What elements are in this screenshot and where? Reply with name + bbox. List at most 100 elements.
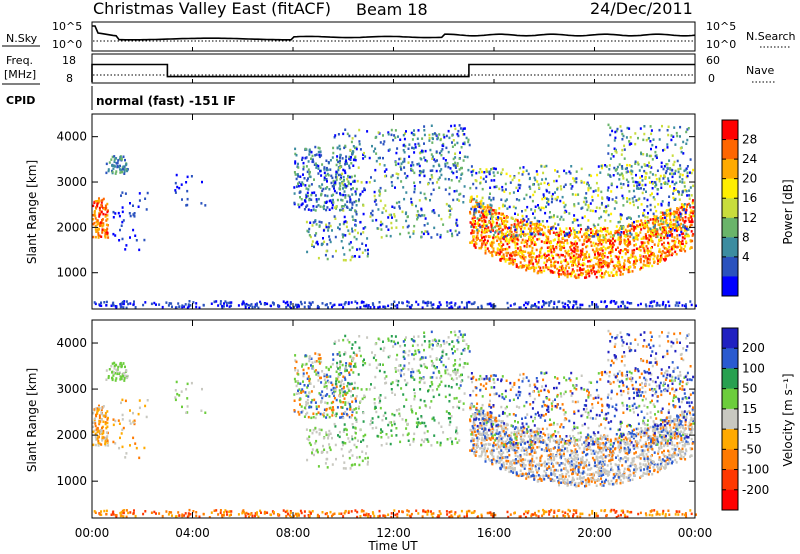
- power-echo-point: [430, 174, 433, 177]
- power-echo-point: [665, 218, 668, 222]
- power-echo-point: [683, 221, 686, 224]
- power-echo-point: [98, 234, 101, 238]
- power-echo-point: [110, 304, 113, 307]
- power-echo-point: [330, 181, 333, 185]
- power-colorbar-band: [722, 237, 738, 258]
- power-echo-point: [617, 259, 620, 262]
- power-echo-point: [448, 216, 451, 219]
- power-echo-point: [119, 157, 122, 161]
- power-echo-point: [682, 223, 685, 227]
- power-echo-point: [637, 220, 640, 223]
- power-echo-point: [101, 231, 104, 234]
- power-echo-point: [342, 209, 345, 212]
- power-echo-point: [359, 306, 362, 309]
- power-echo-point: [666, 163, 669, 166]
- power-echo-point: [679, 147, 682, 150]
- power-echo-point: [94, 224, 97, 228]
- power-echo-point: [635, 256, 638, 260]
- velocity-echo-point: [107, 375, 110, 378]
- nsearch-label: N.Search: [746, 30, 796, 43]
- power-echo-point: [642, 255, 645, 258]
- power-echo-point: [447, 204, 450, 208]
- power-echo-point: [617, 221, 620, 224]
- velocity-echo-point: [314, 401, 317, 404]
- power-echo-point: [598, 248, 601, 251]
- power-echo-point: [581, 263, 584, 267]
- power-echo-point: [646, 264, 649, 267]
- power-echo-point: [557, 253, 560, 257]
- power-echo-point: [481, 219, 484, 223]
- velocity-echo-point: [201, 387, 203, 391]
- power-echo-point: [529, 230, 532, 233]
- power-echo-point: [343, 169, 346, 173]
- power-echo-point: [557, 271, 560, 274]
- power-echo-point: [628, 197, 631, 201]
- power-echo-point: [617, 267, 620, 271]
- power-echo-point: [573, 270, 575, 273]
- velocity-echo-point: [318, 392, 321, 395]
- power-echo-point: [562, 236, 565, 240]
- power-echo-point: [475, 171, 478, 175]
- power-echo-point: [493, 174, 496, 177]
- power-echo-point: [508, 241, 510, 244]
- power-echo-point: [329, 240, 332, 244]
- power-echo-point: [649, 234, 652, 238]
- power-echo-point: [307, 177, 309, 180]
- power-echo-point: [431, 157, 434, 160]
- power-echo-point: [222, 305, 225, 308]
- power-echo-point: [507, 227, 509, 230]
- power-echo-point: [347, 301, 350, 304]
- power-echo-point: [520, 225, 523, 228]
- power-echo-point: [181, 304, 184, 307]
- velocity-echo-point: [368, 388, 371, 391]
- velocity-echo-point: [448, 393, 451, 397]
- power-echo-point: [564, 209, 567, 213]
- power-echo-point: [517, 189, 519, 192]
- power-echo-point: [401, 301, 404, 304]
- power-echo-point: [310, 209, 313, 212]
- power-echo-point: [335, 205, 338, 208]
- power-echo-point: [584, 276, 586, 279]
- power-echo-point: [524, 301, 527, 304]
- power-echo-point: [515, 225, 518, 228]
- power-echo-point: [472, 239, 475, 242]
- power-echo-point: [575, 249, 578, 252]
- power-echo-point: [415, 300, 418, 304]
- power-echo-point: [354, 255, 356, 258]
- power-echo-point: [657, 233, 659, 236]
- power-echo-point: [552, 306, 555, 309]
- power-echo-point: [606, 265, 609, 269]
- velocity-echo-point: [354, 436, 357, 440]
- power-echo-point: [124, 158, 126, 162]
- power-echo-point: [529, 252, 532, 256]
- power-echo-point: [417, 213, 420, 217]
- power-echo-point: [485, 214, 488, 217]
- power-echo-point: [511, 178, 514, 182]
- power-echo-point: [609, 157, 612, 160]
- velocity-echo-point: [134, 442, 137, 445]
- power-echo-point: [339, 184, 342, 188]
- velocity-echo-point: [304, 354, 307, 357]
- power-echo-point: [545, 197, 548, 200]
- power-echo-point: [385, 234, 388, 238]
- power-echo-point: [458, 124, 461, 127]
- velocity-echo-point: [306, 377, 309, 380]
- power-echo-point: [628, 190, 631, 193]
- velocity-echo-point: [342, 454, 344, 458]
- power-echo-point: [101, 229, 104, 233]
- power-echo-point: [665, 230, 668, 233]
- velocity-echo-point: [354, 427, 357, 430]
- velocity-echo-point: [440, 425, 443, 428]
- power-echo-point: [671, 245, 673, 249]
- power-echo-point: [687, 218, 690, 222]
- power-echo-point: [471, 223, 474, 227]
- power-echo-point: [574, 193, 577, 197]
- power-echo-point: [407, 215, 409, 218]
- velocity-echo-point: [365, 452, 367, 455]
- power-echo-point: [581, 252, 584, 255]
- power-echo-point: [617, 238, 620, 241]
- power-echo-point: [105, 304, 108, 307]
- power-echo-point: [576, 269, 579, 272]
- power-echo-point: [608, 274, 611, 277]
- power-echo-point: [423, 174, 426, 178]
